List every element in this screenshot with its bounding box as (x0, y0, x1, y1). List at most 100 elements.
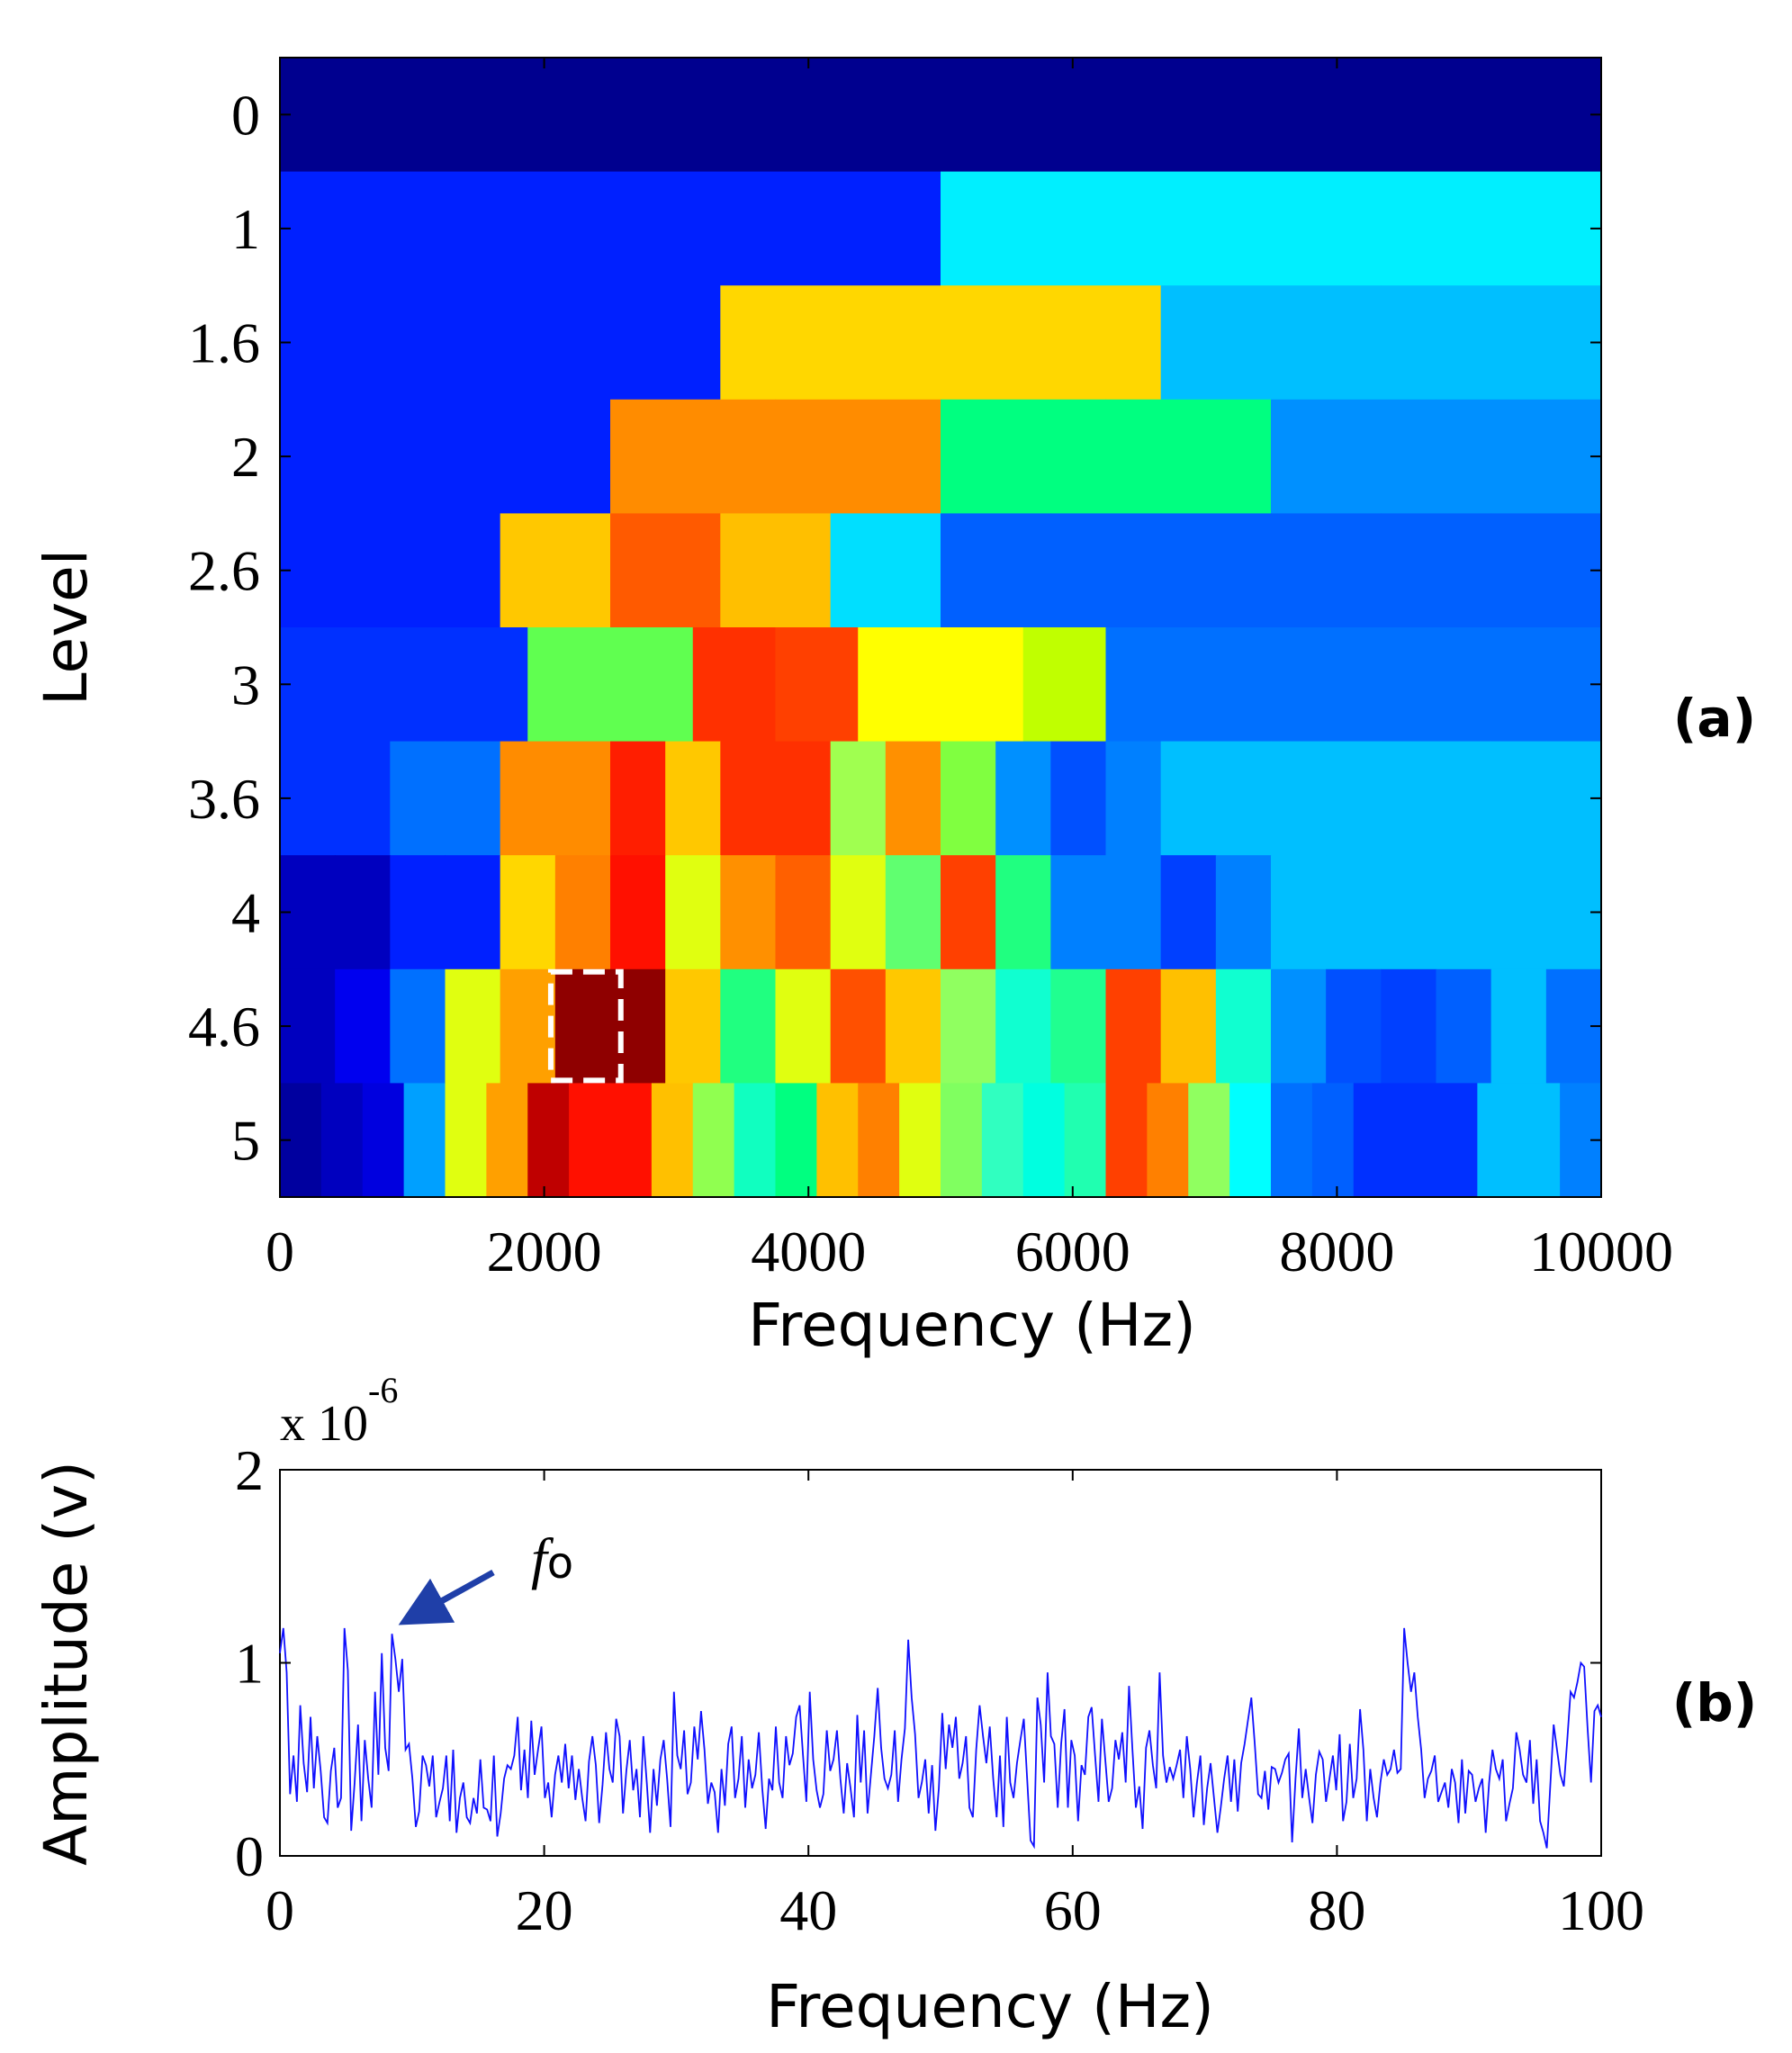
heatmap-cell (390, 741, 446, 856)
heatmap-x-ticks: 0 2000 4000 6000 8000 10000 (266, 58, 1673, 1283)
heatmap-cell (1215, 855, 1272, 970)
heatmap-cell (500, 855, 556, 970)
heatmap-y-ticks: 0 1 1.6 2 2.6 3 3.6 4 4.6 5 (188, 83, 1601, 1173)
heatmap-cell (1160, 741, 1217, 856)
heatmap-cell (1271, 855, 1327, 970)
heatmap-cell (899, 1083, 941, 1198)
heatmap-cell (1050, 741, 1107, 856)
heatmap-cell (1105, 741, 1162, 856)
heatmap-cell (1050, 855, 1107, 970)
heatmap-cell (280, 399, 446, 514)
heatmap-cell (1271, 968, 1327, 1084)
heatmap-cell (280, 627, 364, 743)
heatmap-cell (1105, 1083, 1148, 1198)
heatmap-cell (1436, 855, 1492, 970)
heatmap-y-tick-label: 0 (231, 83, 260, 147)
heatmap-cell (554, 855, 611, 970)
spectrum-frame (279, 1469, 1602, 1857)
heatmap-cell (1394, 1083, 1437, 1198)
heatmap-cell (1326, 968, 1382, 1084)
heatmap-cell (720, 855, 777, 970)
heatmap-y-tick-label: 3 (231, 653, 260, 716)
heatmap-cell (941, 399, 1107, 514)
spectrum-line (279, 1627, 1602, 1850)
heatmap-cell (734, 1083, 777, 1198)
heatmap-cell (720, 513, 832, 628)
heatmap-cell (280, 285, 501, 401)
heatmap-cell (1188, 1083, 1230, 1198)
heatmap-cell (610, 627, 694, 743)
heatmap-cell (816, 1083, 859, 1198)
heatmap-cell (527, 627, 611, 743)
spectrum-x-tick-label: 60 (1044, 1878, 1102, 1942)
heatmap-x-tick-label: 10000 (1529, 1220, 1673, 1283)
heatmap-cell (885, 741, 941, 856)
heatmap-x-axis-title: Frequency (Hz) (748, 1291, 1196, 1360)
heatmap-cell (995, 855, 1051, 970)
heatmap-cell (1105, 627, 1189, 743)
heatmap-x-tick-label: 4000 (751, 1220, 866, 1283)
spectrum-panel: 0 20 40 60 80 100 0 1 2 x 10-6 Frequency (Hz) A… (32, 1370, 1757, 2041)
spectrum-x-tick-label: 0 (266, 1878, 294, 1942)
heatmap-cell (941, 513, 1051, 628)
heatmap-y-axis-title: Level (32, 549, 101, 706)
heatmap-cell (775, 399, 941, 514)
heatmap-y-tick-label: 4 (231, 881, 260, 945)
heatmap-frame (279, 57, 1602, 1198)
heatmap-cell (610, 399, 777, 514)
heatmap-cell (775, 627, 859, 743)
heatmap-cell (1271, 627, 1355, 743)
heatmap-cell (527, 1083, 570, 1198)
heatmap-cell (610, 1083, 653, 1198)
heatmap-cell (335, 968, 391, 1084)
heatmap-cell (981, 1083, 1024, 1198)
heatmap-cell (335, 741, 391, 856)
heatmap-cell (445, 399, 611, 514)
heatmap-cell (500, 968, 556, 1084)
heatmap-cell (445, 1083, 487, 1198)
heatmap-panel: 0 2000 4000 6000 8000 10000 0 1 1.6 2 2.6 3 3.6 4 4.6… (32, 57, 1756, 1360)
heatmap-cell (941, 1083, 983, 1198)
heatmap-cell (1381, 285, 1602, 401)
heatmap-cell (1160, 513, 1272, 628)
heatmap-cell (1490, 513, 1602, 628)
heatmap-y-tick-label: 2 (231, 425, 260, 489)
heatmap-cell (1436, 627, 1519, 743)
heatmap-cell (1215, 968, 1272, 1084)
heatmap-cell (941, 741, 996, 856)
heatmap-cell (1490, 855, 1547, 970)
heatmap-cell (1229, 1083, 1272, 1198)
heatmap-cell (1271, 399, 1437, 514)
heatmap-cell (1160, 968, 1217, 1084)
heatmap-cell (610, 855, 666, 970)
heatmap-cell (1381, 968, 1437, 1084)
heatmap-cell (362, 1083, 405, 1198)
heatmap-cell (1326, 741, 1382, 856)
spectrum-x-tick-label: 80 (1308, 1878, 1365, 1942)
heatmap-y-tick-label: 3.6 (188, 767, 260, 831)
heatmap-cell (390, 968, 446, 1084)
heatmap-cell (1436, 1083, 1478, 1198)
spectrum-y-tick-label: 1 (235, 1632, 264, 1696)
heatmap-cell (830, 855, 887, 970)
heatmap-y-tick-label: 4.6 (188, 995, 260, 1058)
heatmap-cell (858, 627, 941, 743)
heatmap-cell (1490, 968, 1547, 1084)
fo-arrow (398, 1569, 495, 1625)
heatmap-cell (1050, 513, 1162, 628)
heatmap-cell (1436, 399, 1602, 514)
spectrum-x-ticks: 0 20 40 60 80 100 (266, 1470, 1644, 1942)
spectrum-y-tick-label: 0 (235, 1824, 264, 1888)
highlight-box (547, 968, 624, 1084)
heatmap-cell (445, 627, 528, 743)
heatmap-cell (1022, 627, 1107, 743)
heatmap-cell (610, 513, 721, 628)
spectrum-x-tick-label: 40 (779, 1878, 837, 1942)
heatmap-y-tick-label: 1 (231, 197, 260, 261)
heatmap-cell (500, 285, 721, 401)
heatmap-cell (610, 741, 666, 856)
heatmap-cell (720, 968, 777, 1084)
heatmap-cell (280, 171, 941, 286)
heatmap-cell (445, 741, 501, 856)
